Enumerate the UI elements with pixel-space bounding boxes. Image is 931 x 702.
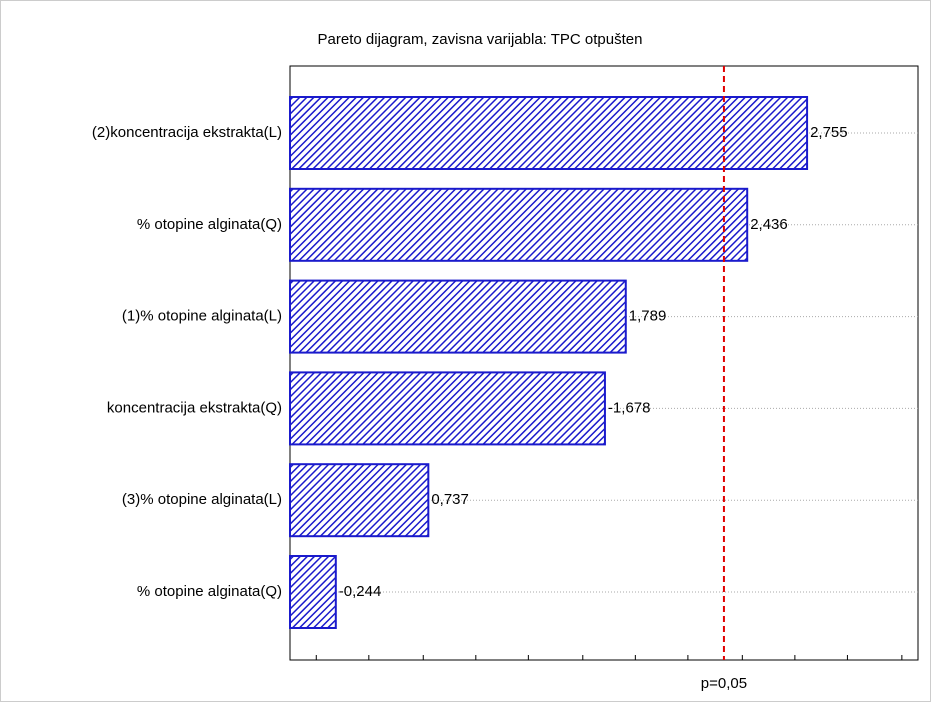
bar	[289, 187, 749, 262]
plot-frame	[289, 65, 919, 661]
y-tick-label: % otopine alginata(Q)	[137, 583, 282, 600]
y-tick-label: (1)% otopine alginata(L)	[122, 308, 282, 325]
y-tick-label: koncentracija ekstrakta(Q)	[107, 399, 282, 416]
y-tick-label: (3)% otopine alginata(L)	[122, 491, 282, 508]
bar	[289, 463, 430, 538]
threshold-label: p=0,05	[701, 675, 747, 692]
bar	[289, 555, 337, 629]
bar	[289, 371, 606, 446]
y-tick-label: % otopine alginata(Q)	[137, 216, 282, 233]
data-label: -1,678	[608, 399, 651, 416]
data-label: -0,244	[339, 583, 382, 600]
bar	[289, 279, 627, 354]
data-label: 1,789	[629, 308, 667, 325]
data-label: 2,436	[750, 216, 788, 233]
bar	[289, 96, 809, 170]
data-label: 0,737	[431, 491, 469, 508]
y-tick-label: (2)koncentracija ekstrakta(L)	[92, 124, 282, 141]
data-label: 2,755	[810, 124, 848, 141]
chart-title: Pareto dijagram, zavisna varijabla: TPC …	[318, 31, 643, 48]
